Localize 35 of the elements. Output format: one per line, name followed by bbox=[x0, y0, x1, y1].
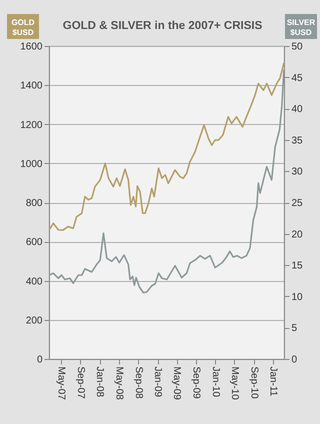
y-tick-label: 1200 bbox=[20, 120, 43, 131]
y-axis-title: GOLD $USD bbox=[11, 18, 35, 37]
y-tick-label: 1400 bbox=[20, 80, 43, 92]
y2-tick-label: 5 bbox=[292, 323, 298, 334]
y-tick-label: 1000 bbox=[20, 158, 43, 170]
y-tick-label: 0 bbox=[36, 354, 43, 366]
y2-tick-label: 30 bbox=[292, 166, 304, 178]
y-tick-label: 400 bbox=[26, 276, 43, 288]
x-tick-label: Jan-09 bbox=[152, 366, 164, 398]
y-tick-label: 200 bbox=[26, 315, 43, 326]
x-tick-label: May-07 bbox=[55, 366, 66, 400]
y2-tick-label: 50 bbox=[292, 42, 304, 52]
y2-tick-label: 0 bbox=[292, 354, 298, 366]
y2-tick-label: 35 bbox=[292, 135, 304, 146]
y2-tick-label: 40 bbox=[292, 104, 304, 116]
y-tick-label: 800 bbox=[26, 198, 43, 209]
x-tick-label: May-08 bbox=[113, 366, 124, 400]
chart-title: GOLD & SILVER in the 2007+ CRISIS bbox=[62, 20, 263, 32]
y2-tick-label: 45 bbox=[292, 72, 304, 84]
y2-tick-label: 20 bbox=[292, 229, 304, 240]
x-tick-label: Sep-07 bbox=[74, 366, 86, 400]
y2-tick-label: 10 bbox=[292, 292, 304, 303]
x-tick-label: Jan-08 bbox=[94, 366, 106, 398]
x-tick-label: Sep-10 bbox=[248, 366, 260, 400]
x-tick-label: Jan-10 bbox=[210, 366, 221, 398]
y2-tick-label: 15 bbox=[292, 260, 304, 272]
x-tick-label: May-09 bbox=[171, 366, 182, 400]
y2-axis-title: SILVER $USD bbox=[286, 18, 316, 37]
x-tick-label: Sep-09 bbox=[190, 366, 202, 400]
y-tick-label: 600 bbox=[26, 237, 43, 248]
y-tick-label: 1600 bbox=[20, 42, 43, 52]
x-tick-label: Jan-11 bbox=[268, 366, 279, 397]
y2-tick-label: 25 bbox=[292, 198, 304, 209]
x-tick-label: Sep-08 bbox=[132, 366, 144, 400]
x-tick-label: May-10 bbox=[228, 366, 240, 400]
